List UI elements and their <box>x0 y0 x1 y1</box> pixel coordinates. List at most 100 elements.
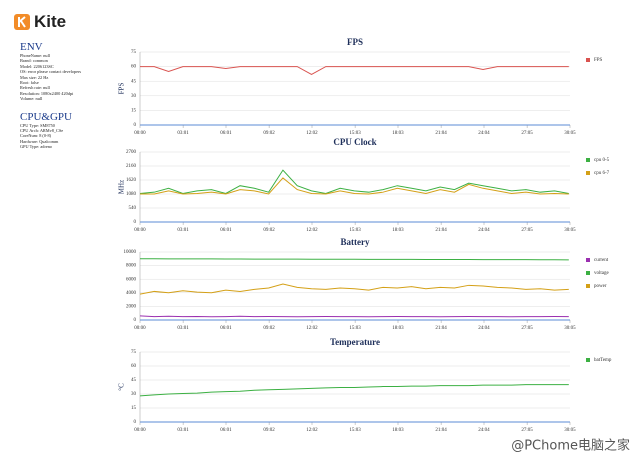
x-tick-label: 30:05 <box>564 326 576 331</box>
info-line: CPU Arch: ARMv8_CSe <box>20 128 64 134</box>
legend-label: power <box>594 284 607 289</box>
x-tick-label: 15:03 <box>349 428 361 433</box>
info-line: Hardware: Qualcomm <box>20 138 59 144</box>
x-tick-label: 06:01 <box>220 228 232 233</box>
x-tick-label: 12:02 <box>306 326 318 331</box>
x-tick-label: 12:02 <box>306 228 318 233</box>
legend-label: cpu 0-5 <box>594 158 610 163</box>
x-tick-label: 03:01 <box>177 131 189 136</box>
info-line: Brand: common <box>20 58 48 64</box>
y-tick-label: 45 <box>131 79 137 84</box>
info-line: Resolution: 1080x2400 420dpi <box>20 90 74 96</box>
chart-title: FPS <box>347 37 363 47</box>
x-tick-label: 15:03 <box>349 228 361 233</box>
x-tick-label: 27:05 <box>521 131 533 136</box>
x-tick-label: 00:00 <box>134 131 146 136</box>
y-tick-label: 60 <box>131 65 137 70</box>
y-tick-label: 0 <box>134 318 137 323</box>
y-tick-label: 0 <box>134 420 137 425</box>
x-tick-label: 21:04 <box>435 228 447 233</box>
y-tick-label: 8000 <box>126 264 137 269</box>
legend-swatch <box>586 358 590 362</box>
info-line: Max size: 22 Hz <box>20 74 49 80</box>
y-tick-label: 30 <box>131 392 137 397</box>
y-axis-label: FPS <box>118 83 126 95</box>
y-tick-label: 2000 <box>126 305 137 310</box>
x-tick-label: 12:02 <box>306 131 318 136</box>
x-tick-label: 30:05 <box>564 228 576 233</box>
x-tick-label: 09:02 <box>263 326 275 331</box>
y-tick-label: 0 <box>134 123 137 128</box>
x-tick-label: 27:05 <box>521 228 533 233</box>
x-tick-label: 24:04 <box>478 428 490 433</box>
env-list: PhoneName: null Brand: common Model: 22061… <box>20 53 130 102</box>
x-tick-label: 30:05 <box>564 428 576 433</box>
x-tick-label: 24:04 <box>478 228 490 233</box>
info-line: Root: false <box>20 80 39 86</box>
y-tick-label: 6000 <box>126 277 137 282</box>
chart-title: Battery <box>341 237 370 247</box>
x-tick-label: 21:04 <box>435 428 447 433</box>
x-tick-label: 27:05 <box>521 428 533 433</box>
info-line: OS: error please contact developers <box>20 69 82 75</box>
x-tick-label: 06:01 <box>220 131 232 136</box>
app-name: Kite <box>34 12 67 31</box>
info-line: PhoneName: null <box>20 53 50 58</box>
chart-title: CPU Clock <box>333 137 376 147</box>
series-line <box>140 177 569 195</box>
y-tick-label: 540 <box>129 206 137 211</box>
legend-swatch <box>586 271 590 275</box>
series-line <box>140 66 569 75</box>
y-tick-label: 2700 <box>126 150 137 155</box>
x-tick-label: 15:03 <box>349 326 361 331</box>
x-tick-label: 21:04 <box>435 131 447 136</box>
series-line <box>139 283 569 295</box>
logo: Kite <box>14 12 66 32</box>
y-tick-label: 15 <box>131 406 137 411</box>
info-line: CoreNum: 8 (0-8) <box>20 133 52 139</box>
y-axis-label: °C <box>118 383 126 391</box>
y-tick-label: 45 <box>131 378 137 383</box>
info-line: Volume: null <box>20 96 43 102</box>
y-tick-label: 1620 <box>126 178 137 183</box>
x-tick-label: 12:02 <box>306 428 318 433</box>
section-title: CPU&GPU <box>20 110 72 123</box>
x-tick-label: 24:04 <box>478 131 490 136</box>
y-tick-label: 75 <box>131 350 137 355</box>
legend-swatch <box>586 158 590 162</box>
x-tick-label: 21:04 <box>435 326 447 331</box>
info-line: Model: 2206123SC <box>20 63 54 69</box>
x-tick-label: 30:05 <box>564 131 576 136</box>
x-tick-label: 03:01 <box>177 326 189 331</box>
y-axis-label: MHz <box>118 180 126 194</box>
y-tick-label: 0 <box>134 220 137 225</box>
legend-swatch <box>586 58 590 62</box>
x-tick-label: 00:00 <box>134 326 146 331</box>
chart-title: Temperature <box>330 337 380 347</box>
y-tick-label: 15 <box>131 109 137 114</box>
x-tick-label: 24:04 <box>478 326 490 331</box>
x-tick-label: 00:00 <box>134 228 146 233</box>
x-tick-label: 18:03 <box>392 428 404 433</box>
legend-label: voltage <box>594 271 609 276</box>
watermark: @PChome电脑之家 <box>511 438 630 454</box>
x-tick-label: 06:01 <box>220 326 232 331</box>
x-tick-label: 00:00 <box>134 428 146 433</box>
logo-icon <box>14 14 30 30</box>
x-tick-label: 27:05 <box>521 326 533 331</box>
legend-swatch <box>586 284 590 288</box>
y-tick-label: 30 <box>131 94 137 99</box>
legend-label: batTemp <box>594 358 612 363</box>
series-line <box>139 169 569 195</box>
x-tick-label: 18:03 <box>392 326 404 331</box>
y-tick-label: 75 <box>131 50 137 55</box>
legend-swatch <box>586 171 590 175</box>
y-tick-label: 10000 <box>124 250 137 255</box>
legend-label: current <box>594 258 609 263</box>
series-line <box>140 258 569 261</box>
info-line: GPU Type: adreno <box>20 144 53 150</box>
legend-swatch <box>586 258 590 262</box>
series-line <box>139 384 569 397</box>
